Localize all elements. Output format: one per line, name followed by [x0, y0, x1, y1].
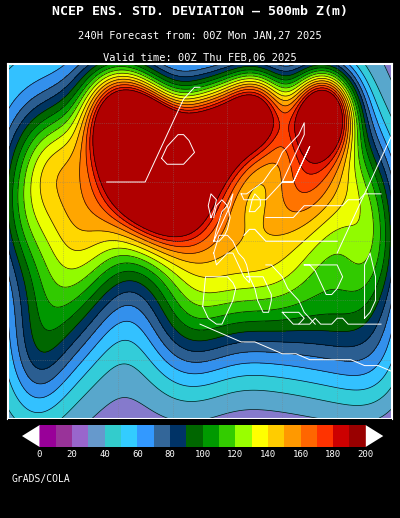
Bar: [170, 425, 186, 447]
Text: 140: 140: [260, 450, 276, 459]
Text: 100: 100: [194, 450, 211, 459]
Bar: [137, 425, 154, 447]
Text: 60: 60: [132, 450, 143, 459]
Bar: [300, 425, 317, 447]
Bar: [284, 425, 300, 447]
Text: 40: 40: [99, 450, 110, 459]
Text: 0: 0: [37, 450, 42, 459]
Bar: [235, 425, 252, 447]
Bar: [105, 425, 121, 447]
Text: 160: 160: [292, 450, 309, 459]
Text: 20: 20: [67, 450, 78, 459]
Polygon shape: [22, 425, 40, 447]
Bar: [203, 425, 219, 447]
Bar: [317, 425, 333, 447]
Bar: [219, 425, 235, 447]
Bar: [40, 425, 56, 447]
Text: Valid time: 00Z Thu FEB,06 2025: Valid time: 00Z Thu FEB,06 2025: [103, 53, 297, 63]
Text: 200: 200: [358, 450, 374, 459]
Bar: [154, 425, 170, 447]
Bar: [252, 425, 268, 447]
Bar: [350, 425, 366, 447]
Text: 240H Forecast from: 00Z Mon JAN,27 2025: 240H Forecast from: 00Z Mon JAN,27 2025: [78, 32, 322, 41]
Bar: [268, 425, 284, 447]
Polygon shape: [366, 425, 383, 447]
Text: 120: 120: [227, 450, 243, 459]
Bar: [186, 425, 203, 447]
Bar: [56, 425, 72, 447]
Bar: [72, 425, 88, 447]
Text: NCEP ENS. STD. DEVIATION – 500mb Z(m): NCEP ENS. STD. DEVIATION – 500mb Z(m): [52, 5, 348, 18]
Text: 180: 180: [325, 450, 341, 459]
Text: GrADS/COLA: GrADS/COLA: [12, 474, 70, 484]
Text: 80: 80: [165, 450, 175, 459]
Bar: [121, 425, 137, 447]
Bar: [88, 425, 105, 447]
Bar: [333, 425, 350, 447]
